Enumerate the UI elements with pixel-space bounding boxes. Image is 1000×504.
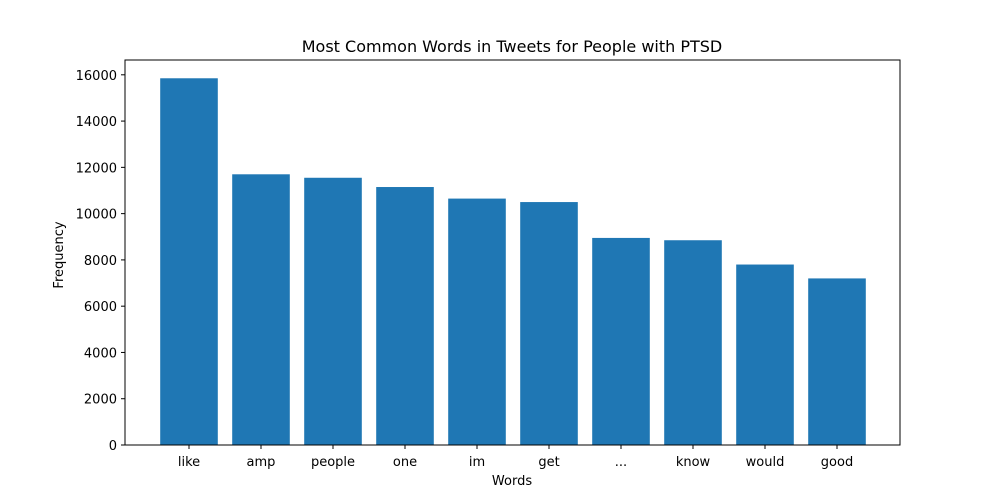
x-axis-label: Words <box>492 474 532 489</box>
x-tick-label: know <box>676 455 711 470</box>
bar-know <box>664 240 722 445</box>
plot-frame <box>124 59 901 446</box>
y-tick-label: 16000 <box>76 69 117 84</box>
bar-ellipsis <box>592 237 650 445</box>
x-axis-ticks: like amp people one im get... know would good <box>178 445 853 470</box>
x-tick-label: get <box>538 455 559 470</box>
y-axis-label: Frequency <box>52 221 67 288</box>
y-tick-label: 10000 <box>76 208 117 223</box>
y-tick-label: 2000 <box>84 393 117 408</box>
x-tick-label: good <box>821 455 853 470</box>
bar-get <box>520 202 578 445</box>
bar-people <box>304 177 362 445</box>
y-tick-label: 8000 <box>84 254 117 269</box>
x-tick-label: one <box>393 455 417 470</box>
bar-amp <box>232 174 290 445</box>
y-tick-label: 6000 <box>84 300 117 315</box>
bar-im <box>448 198 506 445</box>
x-tick-label: amp <box>247 455 276 470</box>
y-tick-label: 4000 <box>84 346 117 361</box>
x-tick-label: ... <box>615 455 627 470</box>
bar-like <box>160 78 218 445</box>
chart-title: Most Common Words in Tweets for People w… <box>302 37 723 56</box>
y-tick-label: 12000 <box>76 161 117 176</box>
y-tick-label: 14000 <box>76 115 117 130</box>
x-tick-label: im <box>469 455 485 470</box>
bar-would <box>736 264 794 445</box>
x-tick-label: would <box>746 455 785 470</box>
y-tick-label: 0 <box>109 439 117 454</box>
x-tick-label: people <box>311 455 355 470</box>
bars-layer <box>160 78 866 446</box>
x-tick-label: like <box>178 455 200 470</box>
y-axis-ticks: 0 2000 4000 6000 8000 10000 12000 14000 16000 <box>76 69 125 454</box>
bar-good <box>808 278 866 445</box>
bar-one <box>376 187 434 446</box>
